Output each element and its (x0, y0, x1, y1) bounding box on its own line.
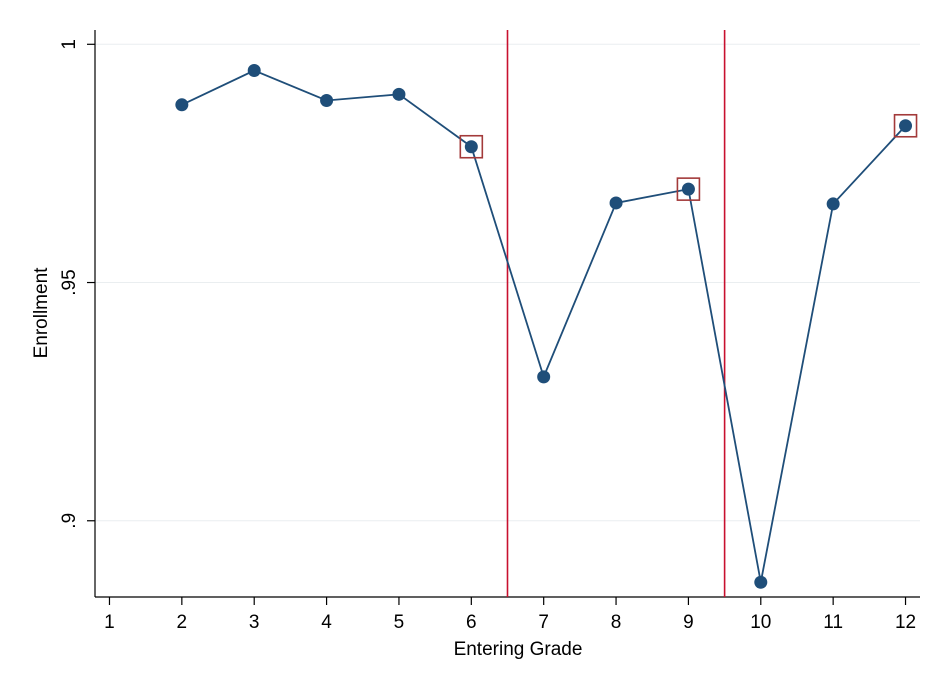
y-tick-label: .9 (59, 513, 80, 529)
data-point (175, 98, 189, 112)
data-point (392, 87, 406, 101)
x-tick-label: 1 (104, 612, 115, 633)
data-point (899, 119, 913, 133)
x-tick-label: 11 (823, 612, 843, 633)
highlight-box (893, 113, 918, 138)
y-axis-title: Enrollment (31, 267, 52, 359)
data-point (754, 575, 768, 589)
x-tick-label: 8 (611, 612, 622, 633)
x-tick-label: 6 (466, 612, 477, 633)
data-point (320, 94, 334, 108)
data-point (537, 370, 551, 384)
highlight-box (676, 177, 701, 201)
series-line (181, 69, 907, 583)
x-tick-label: 2 (177, 612, 188, 633)
data-point (247, 64, 261, 77)
data-point (826, 197, 840, 211)
data-point (681, 182, 695, 196)
x-tick-label: 9 (683, 612, 694, 633)
data-point (609, 196, 623, 210)
highlight-box (459, 134, 484, 159)
x-tick-label: 4 (321, 612, 332, 633)
x-tick-label: 5 (394, 612, 405, 633)
x-tick-label: 3 (249, 612, 260, 633)
y-tick-label: .95 (59, 269, 80, 295)
data-point (464, 140, 478, 154)
x-tick-label: 10 (750, 612, 771, 633)
x-tick-label: 7 (538, 612, 549, 633)
x-axis-title: Entering Grade (454, 639, 583, 660)
x-tick-label: 12 (895, 612, 916, 633)
y-tick-label: 1 (59, 39, 80, 50)
